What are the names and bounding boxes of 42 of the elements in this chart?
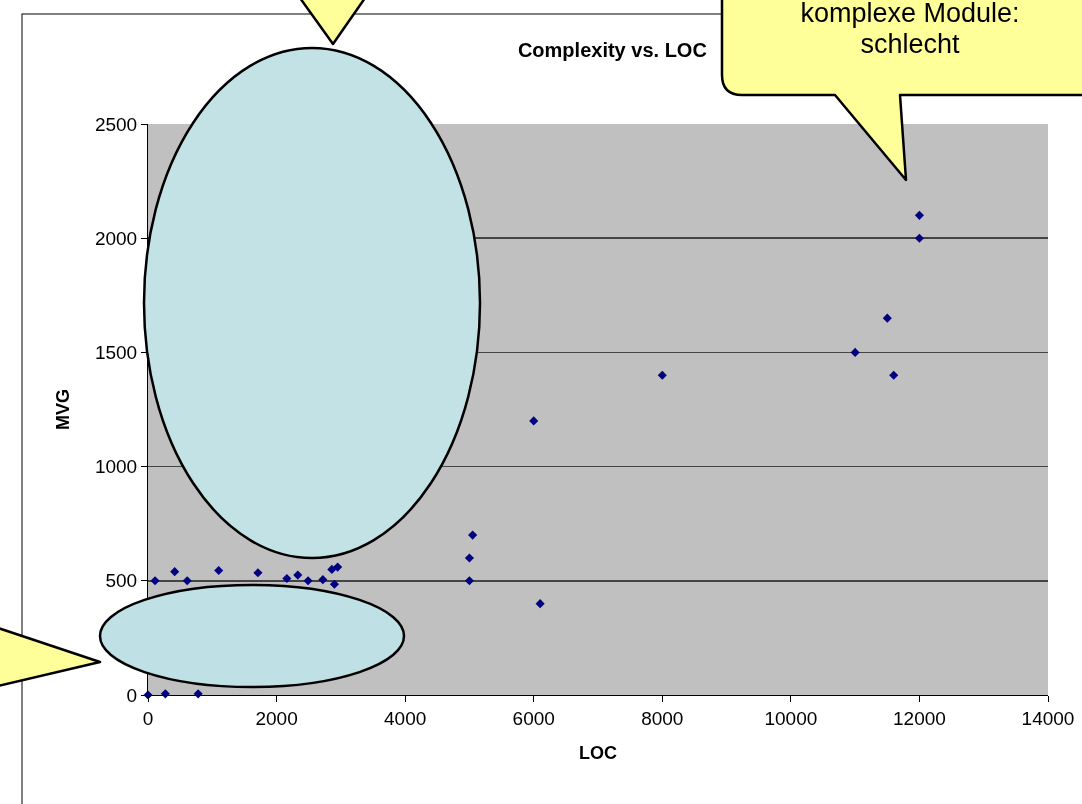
- y-axis-title: MVG: [53, 388, 74, 431]
- point: [333, 562, 343, 572]
- chart-title: Complexity vs. LOC: [517, 39, 707, 61]
- point: [889, 370, 899, 380]
- point: [464, 553, 474, 563]
- point: [468, 530, 478, 540]
- point: [282, 573, 292, 584]
- y-tick-label: 1500: [94, 342, 138, 364]
- point: [914, 210, 924, 220]
- point: [529, 416, 539, 426]
- y-tick-label: 1000: [94, 456, 138, 478]
- x-tick-label: 12000: [893, 707, 946, 729]
- point: [464, 576, 474, 586]
- point: [535, 599, 545, 609]
- x-tick-label: 14000: [1021, 707, 1075, 729]
- x-tick-label: 8000: [641, 707, 684, 729]
- y-tick-label: 500: [105, 570, 138, 592]
- x-tick-label: 6000: [512, 707, 555, 729]
- point: [293, 570, 303, 580]
- y-tick-label: 2500: [94, 113, 138, 135]
- y-tick-label: 0: [126, 684, 138, 706]
- point: [657, 370, 667, 380]
- point: [327, 564, 337, 574]
- point: [329, 579, 339, 589]
- point: [303, 576, 313, 586]
- point: [253, 568, 263, 578]
- point: [150, 576, 160, 586]
- point: [170, 567, 180, 577]
- x-tick-label: 10000: [764, 707, 818, 729]
- point: [214, 565, 224, 576]
- point: [318, 575, 328, 585]
- point: [882, 313, 892, 323]
- x-tick-label: 2000: [255, 707, 298, 729]
- y-tick-label: 2000: [94, 227, 138, 249]
- x-axis-title: LOC: [579, 742, 617, 763]
- x-tick-label: 4000: [384, 707, 427, 729]
- x-tick-label: 0: [142, 707, 154, 729]
- point: [160, 689, 170, 699]
- point: [182, 576, 192, 586]
- point: [850, 347, 860, 357]
- speech-bubble: komplexe Module: schlecht: [720, 0, 1082, 182]
- point: [914, 233, 924, 243]
